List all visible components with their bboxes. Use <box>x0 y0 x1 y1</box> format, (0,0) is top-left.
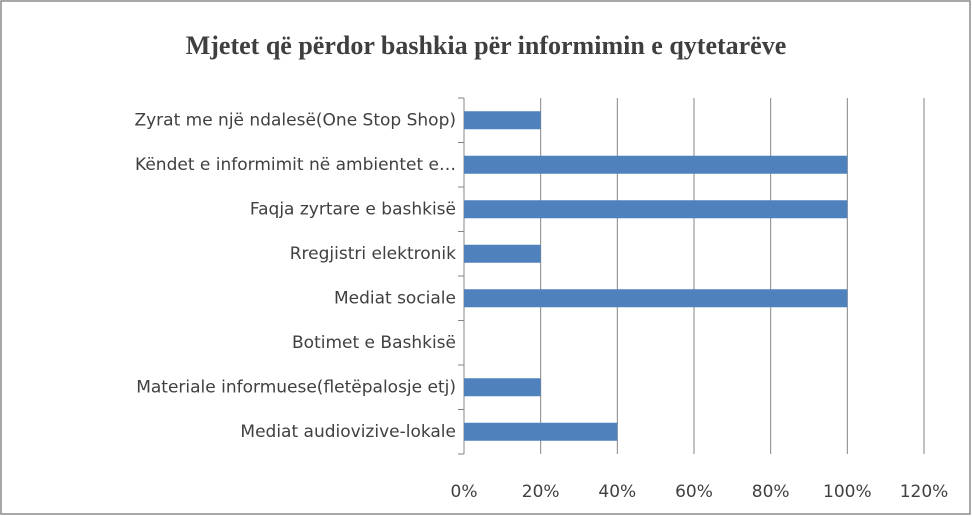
y-tick-label: Zyrat me një ndalesë(One Stop Shop) <box>134 110 456 130</box>
chart-title: Mjetet që përdor bashkia për informimin … <box>186 31 787 60</box>
x-tick-label: 80% <box>752 482 790 502</box>
bar <box>464 111 541 130</box>
y-tick-label: Rregjistri elektronik <box>290 244 456 264</box>
x-tick-label: 20% <box>522 482 560 502</box>
y-tick-label: Këndet e informimit në ambientet e… <box>135 155 456 175</box>
x-tick-label: 100% <box>823 482 872 502</box>
y-tick-label: Faqja zyrtare e bashkisë <box>250 199 456 219</box>
y-tick-label: Mediat audiovizive-lokale <box>240 422 456 442</box>
x-tick-label: 40% <box>598 482 636 502</box>
bar <box>464 200 848 219</box>
y-tick-label: Mediat sociale <box>334 288 456 308</box>
bar <box>464 155 848 174</box>
y-tick-label: Materiale informuese(fletëpalosje etj) <box>136 377 456 397</box>
bar <box>464 244 541 263</box>
y-tick-label: Botimet e Bashkisë <box>292 333 456 353</box>
bar <box>464 422 618 441</box>
x-tick-label: 60% <box>675 482 713 502</box>
bar <box>464 378 541 397</box>
x-tick-label: 0% <box>451 482 478 502</box>
bar <box>464 289 848 308</box>
x-tick-label: 120% <box>900 482 949 502</box>
